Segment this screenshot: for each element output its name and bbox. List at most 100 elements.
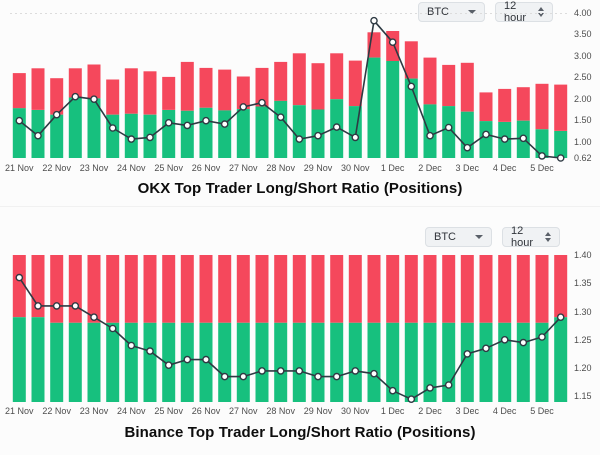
long-bar-segment: [516, 322, 530, 402]
short-bar-segment: [348, 60, 362, 107]
x-axis-label: 2 Dec: [418, 406, 442, 416]
long-bar-segment: [404, 322, 418, 402]
long-bar-segment: [460, 322, 474, 402]
ratio-line: [18, 19, 561, 159]
ratio-marker: [444, 123, 453, 132]
chevron-down-icon: [475, 235, 483, 239]
long-bar-segment: [143, 322, 157, 402]
x-axis-label: 30 Nov: [341, 163, 370, 173]
long-bar-segment: [87, 322, 101, 402]
x-axis-label: 24 Nov: [117, 406, 146, 416]
long-bar-segment: [106, 322, 120, 402]
short-bar-segment: [330, 53, 344, 100]
ratio-marker: [314, 372, 322, 381]
y-axis-label: 1.30: [574, 307, 592, 317]
y-axis-label: 1.25: [574, 335, 592, 345]
short-bar-segment: [386, 255, 400, 323]
short-bar-segment: [199, 255, 213, 323]
long-bar-segment: [255, 106, 269, 158]
x-axis-label: 22 Nov: [42, 406, 71, 416]
ratio-marker: [388, 38, 397, 47]
ratio-marker: [519, 134, 528, 143]
long-bar-segment: [180, 110, 194, 158]
long-bar-segment: [236, 322, 250, 402]
long-bar-segment: [50, 322, 64, 402]
short-bar-segment: [311, 63, 325, 110]
y-axis-label: 2.50: [574, 72, 592, 82]
short-bar-segment: [442, 64, 456, 107]
y-axis-label: 2.00: [574, 94, 592, 104]
long-bar-segment: [106, 114, 120, 158]
long-bar-segment: [498, 322, 512, 402]
long-bar-segment: [311, 322, 325, 402]
short-bar-segment: [498, 255, 512, 323]
short-bar-segment: [218, 255, 232, 323]
x-axis-label: 28 Nov: [266, 163, 295, 173]
x-axis-label: 29 Nov: [303, 406, 333, 416]
ratio-marker: [276, 367, 285, 375]
okx-plot-area[interactable]: [10, 13, 570, 163]
x-axis-label: 27 Nov: [229, 406, 258, 416]
ratio-marker: [183, 121, 192, 130]
x-axis-label: 27 Nov: [229, 163, 258, 173]
long-bar-segment: [479, 322, 493, 402]
ratio-marker: [407, 82, 416, 91]
okx-chart-title: OKX Top Trader Long/Short Ratio (Positio…: [137, 180, 463, 197]
y-axis-label: 1.40: [574, 250, 592, 260]
long-bar-segment: [367, 322, 381, 402]
short-bar-segment: [68, 255, 82, 323]
short-bar-segment: [106, 255, 120, 323]
short-bar-segment: [12, 73, 26, 109]
short-bar-segment: [236, 76, 250, 110]
short-bar-segment: [218, 69, 232, 111]
ratio-marker: [463, 350, 472, 358]
short-bar-segment: [68, 68, 82, 98]
y-axis-label: 4.00: [574, 8, 592, 18]
short-bar-segment: [423, 57, 437, 105]
ratio-marker: [314, 131, 322, 140]
long-bar-segment: [124, 322, 138, 402]
x-axis-label: 28 Nov: [266, 406, 295, 416]
long-bar-segment: [255, 322, 269, 402]
ratio-marker: [258, 367, 266, 375]
x-axis-label: 22 Nov: [42, 163, 71, 173]
long-bar-segment: [386, 61, 400, 158]
x-axis-label: 5 Dec: [530, 163, 554, 173]
binance-symbol-select[interactable]: BTC: [425, 227, 492, 247]
short-bar-segment: [274, 61, 288, 101]
ratio-marker: [52, 302, 61, 310]
binance-plot-area[interactable]: [10, 255, 570, 405]
short-bar-segment: [404, 255, 418, 323]
x-axis-label: 3 Dec: [455, 406, 480, 416]
ratio-marker: [500, 135, 509, 143]
binance-interval-select[interactable]: 12 hour: [502, 225, 560, 249]
binance-interval-select-value: 12 hour: [511, 225, 534, 249]
ratio-marker: [332, 372, 341, 381]
long-bar-segment: [442, 106, 456, 158]
okx-interval-select-value: 12 hour: [504, 0, 527, 24]
ratio-marker: [538, 333, 546, 341]
ratio-marker: [127, 135, 136, 143]
ratio-marker: [258, 98, 266, 107]
long-bar-segment: [162, 110, 176, 158]
long-bar-segment: [554, 131, 568, 158]
ratio-marker: [220, 372, 229, 381]
long-bar-segment: [404, 78, 418, 158]
x-axis-label: 26 Nov: [191, 163, 221, 173]
long-bar-segment: [292, 322, 306, 402]
up-down-spinner-icon: [545, 232, 551, 242]
okx-interval-select[interactable]: 12 hour: [495, 0, 553, 24]
okx-symbol-select[interactable]: BTC: [418, 2, 485, 22]
ratio-marker: [295, 367, 304, 375]
short-bar-segment: [460, 62, 474, 112]
binance-chart-title: Binance Top Trader Long/Short Ratio (Pos…: [124, 424, 476, 441]
ratio-line: [18, 277, 562, 400]
long-bar-segment: [535, 322, 549, 402]
ratio-marker: [108, 124, 117, 132]
short-bar-segment: [31, 68, 45, 110]
short-bar-segment: [255, 255, 269, 323]
ratio-marker: [276, 113, 285, 121]
x-axis-label: 1 Dec: [380, 406, 405, 416]
ratio-marker: [202, 355, 210, 364]
ratio-marker: [295, 135, 304, 143]
